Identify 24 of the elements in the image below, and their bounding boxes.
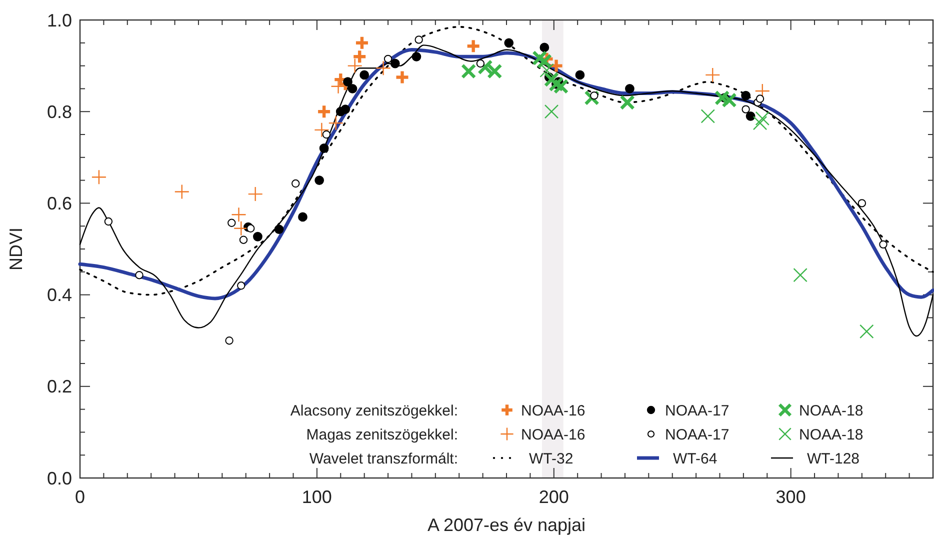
y-tick-label: 0.8: [46, 102, 72, 122]
y-tick-label: 0.0: [46, 468, 72, 488]
legend-label: NOAA-16: [521, 426, 586, 444]
x-tick-label: 100: [302, 487, 332, 507]
legend-label: WT-64: [673, 450, 718, 468]
legend-label: NOAA-16: [521, 402, 586, 420]
x-tick-label: 200: [538, 487, 569, 507]
x-tick-label: 0: [74, 487, 86, 507]
annotation: Alacsony zenitszögekkel:: [290, 402, 458, 420]
legend-label: NOAA-18: [799, 402, 864, 420]
y-tick-label: 0.6: [46, 194, 72, 214]
legend-label: WT-32: [529, 450, 574, 468]
x-axis-title: A 2007-es év napjai: [427, 515, 586, 535]
y-tick-label: 0.4: [46, 285, 72, 306]
y-tick-label: 0.2: [46, 376, 72, 397]
x-tick-label: 300: [776, 487, 806, 507]
legend-label: NOAA-17: [665, 402, 730, 420]
legend-label: NOAA-18: [799, 426, 864, 444]
y-tick-label: 1.0: [46, 10, 72, 30]
legend-label: NOAA-17: [665, 426, 730, 444]
annotation: Magas zenitszögekkel:: [306, 426, 458, 444]
y-axis-title: NDVI: [6, 227, 26, 271]
annotation: Wavelet transzformált:: [309, 450, 458, 468]
legend-label: WT-128: [807, 450, 860, 468]
